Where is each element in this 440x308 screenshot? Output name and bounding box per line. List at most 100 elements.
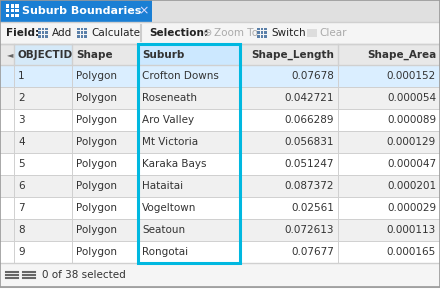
Text: OBJECTID: OBJECTID xyxy=(18,50,73,59)
Text: 0.02561: 0.02561 xyxy=(291,203,334,213)
Bar xyxy=(41,35,44,38)
Bar xyxy=(84,28,87,30)
Bar xyxy=(84,31,87,34)
Bar xyxy=(41,31,44,34)
Text: 7: 7 xyxy=(18,203,25,213)
Bar xyxy=(45,28,48,30)
Text: Karaka Bays: Karaka Bays xyxy=(142,159,206,169)
Bar xyxy=(0,131,440,153)
Text: Polygon: Polygon xyxy=(76,181,117,191)
Bar xyxy=(81,35,83,38)
Bar xyxy=(6,4,9,8)
Bar xyxy=(45,35,48,38)
Bar xyxy=(0,175,440,197)
Bar xyxy=(77,31,80,34)
Text: Mt Victoria: Mt Victoria xyxy=(142,137,198,147)
Text: 8: 8 xyxy=(18,225,25,235)
Text: 0.000029: 0.000029 xyxy=(387,203,436,213)
Text: 0.000047: 0.000047 xyxy=(387,159,436,169)
Text: 3: 3 xyxy=(18,115,25,125)
Text: Aro Valley: Aro Valley xyxy=(142,115,194,125)
Bar xyxy=(15,9,18,12)
Text: Roseneath: Roseneath xyxy=(142,93,197,103)
Bar xyxy=(14,44,72,65)
Text: 5: 5 xyxy=(18,159,25,169)
Bar xyxy=(0,87,440,109)
Bar xyxy=(260,35,263,38)
Bar xyxy=(45,31,48,34)
Text: Field:: Field: xyxy=(6,28,39,38)
Bar xyxy=(138,44,240,263)
Bar xyxy=(77,35,80,38)
Bar xyxy=(41,28,44,30)
Bar xyxy=(11,4,14,8)
Text: 0.042721: 0.042721 xyxy=(285,93,334,103)
Text: Seatoun: Seatoun xyxy=(142,225,185,235)
Bar xyxy=(264,28,267,30)
Bar xyxy=(38,35,41,38)
Text: 0.000201: 0.000201 xyxy=(387,181,436,191)
Text: Calculate: Calculate xyxy=(91,28,140,38)
Text: 0.087372: 0.087372 xyxy=(285,181,334,191)
Text: Polygon: Polygon xyxy=(76,71,117,81)
Text: 0.000089: 0.000089 xyxy=(387,115,436,125)
Text: 0.051247: 0.051247 xyxy=(285,159,334,169)
Text: Hataitai: Hataitai xyxy=(142,181,183,191)
Text: Shape_Area: Shape_Area xyxy=(367,49,436,60)
Text: Polygon: Polygon xyxy=(76,159,117,169)
Text: 0.000113: 0.000113 xyxy=(387,225,436,235)
Bar xyxy=(264,35,267,38)
Bar xyxy=(0,65,440,87)
Bar xyxy=(0,0,152,22)
Text: Add: Add xyxy=(52,28,72,38)
Text: Switch: Switch xyxy=(271,28,306,38)
Text: ◄: ◄ xyxy=(7,50,14,59)
Bar xyxy=(0,241,440,263)
Bar xyxy=(0,263,440,287)
Text: 0.000054: 0.000054 xyxy=(387,93,436,103)
Bar xyxy=(257,31,260,34)
Text: 0 of 38 selected: 0 of 38 selected xyxy=(42,270,126,280)
Text: 0.000165: 0.000165 xyxy=(387,247,436,257)
Bar xyxy=(257,35,260,38)
Text: Polygon: Polygon xyxy=(76,203,117,213)
Text: 0.000152: 0.000152 xyxy=(387,71,436,81)
Text: 4: 4 xyxy=(18,137,25,147)
Bar xyxy=(260,31,263,34)
Bar xyxy=(0,153,440,175)
Text: Crofton Downs: Crofton Downs xyxy=(142,71,219,81)
Text: Vogeltown: Vogeltown xyxy=(142,203,196,213)
Text: Suburb: Suburb xyxy=(142,50,184,59)
Bar xyxy=(81,28,83,30)
Text: Suburb Boundaries: Suburb Boundaries xyxy=(22,6,141,16)
Bar xyxy=(0,197,440,219)
Bar xyxy=(38,28,41,30)
Bar xyxy=(77,28,80,30)
Bar xyxy=(0,22,440,44)
Text: Shape: Shape xyxy=(76,50,113,59)
Text: Zoom To: Zoom To xyxy=(214,28,258,38)
Text: Selection:: Selection: xyxy=(149,28,208,38)
Text: 6: 6 xyxy=(18,181,25,191)
Bar xyxy=(0,0,440,22)
Text: ×: × xyxy=(139,5,149,18)
Text: Polygon: Polygon xyxy=(76,247,117,257)
Text: 0.07678: 0.07678 xyxy=(291,71,334,81)
Text: Polygon: Polygon xyxy=(76,93,117,103)
Text: Clear: Clear xyxy=(319,28,347,38)
Text: Polygon: Polygon xyxy=(76,137,117,147)
Text: ⊕: ⊕ xyxy=(203,28,213,38)
Bar xyxy=(138,44,240,65)
Bar xyxy=(0,219,440,241)
Text: 1: 1 xyxy=(18,71,25,81)
Bar xyxy=(11,9,14,12)
Bar xyxy=(84,35,87,38)
Text: 2: 2 xyxy=(18,93,25,103)
Text: 0.056831: 0.056831 xyxy=(285,137,334,147)
Bar xyxy=(307,29,317,37)
Text: Polygon: Polygon xyxy=(76,225,117,235)
Bar xyxy=(11,14,14,17)
Text: 9: 9 xyxy=(18,247,25,257)
Bar xyxy=(257,28,260,30)
Text: Polygon: Polygon xyxy=(76,115,117,125)
